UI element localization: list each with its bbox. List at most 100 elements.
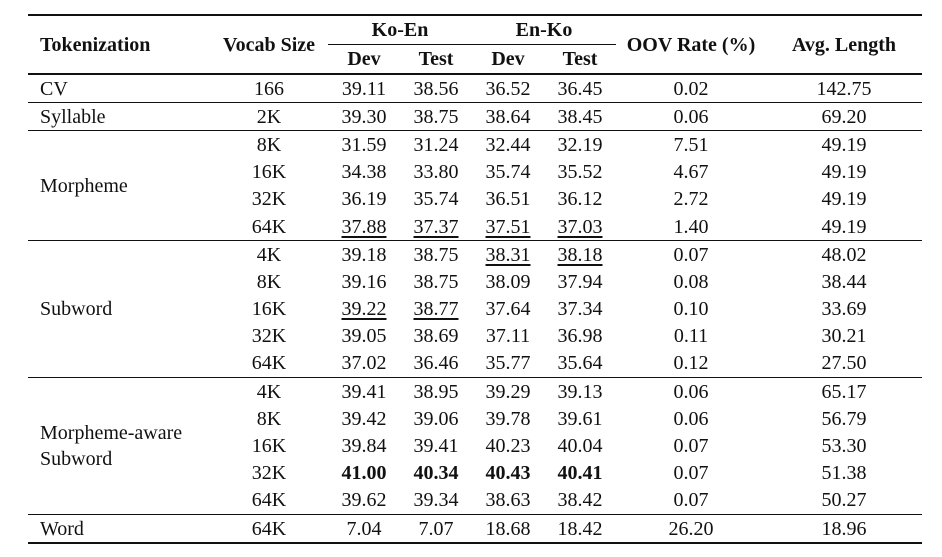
vocab-size-cell: 4K	[210, 241, 328, 269]
header-ko-en-dev: Dev	[347, 48, 381, 70]
cell-value: 38.75	[413, 243, 459, 266]
ko-en-test-cell: 37.37	[400, 213, 472, 241]
cell-value: 0.11	[673, 325, 709, 348]
ko-en-dev-cell: 39.11	[328, 74, 400, 103]
en-ko-test-cell: 40.04	[544, 432, 616, 459]
oov-rate-cell: 2.72	[616, 186, 766, 213]
en-ko-dev-cell: 38.64	[472, 103, 544, 131]
cell-value: 38.09	[485, 270, 531, 293]
table-row: 16K 34.38 33.80 35.74 35.52 4.67 49.19	[28, 159, 922, 186]
avg-length-cell: 18.96	[766, 515, 922, 544]
en-ko-dev-cell: 37.64	[472, 296, 544, 323]
cell-value: 38.95	[413, 380, 459, 403]
ko-en-test-cell: 39.06	[400, 405, 472, 432]
oov-rate-cell: 1.40	[616, 213, 766, 241]
avg-length-cell: 27.50	[766, 350, 922, 378]
cell-value: 18.42	[557, 517, 603, 540]
cell-value: 32.19	[557, 133, 603, 156]
header-en-ko-test: Test	[562, 48, 598, 70]
cell-value: 65.17	[821, 380, 867, 403]
cell-value: 38.44	[821, 270, 867, 293]
avg-length-cell: 49.19	[766, 213, 922, 241]
cell-value: 31.59	[341, 133, 387, 156]
cell-value: 35.52	[557, 161, 603, 184]
tokenization-label: Morpheme	[40, 174, 128, 197]
avg-length-cell: 49.19	[766, 186, 922, 213]
en-ko-test-cell: 37.03	[544, 213, 616, 241]
cell-value: 0.08	[673, 270, 709, 293]
oov-rate-cell: 0.07	[616, 241, 766, 269]
en-ko-test-cell: 35.64	[544, 350, 616, 378]
en-ko-dev-cell: 37.51	[472, 213, 544, 241]
cell-value: 39.05	[341, 325, 387, 348]
header-oov-rate: OOV Rate (%)	[626, 33, 756, 56]
cell-value: 51.38	[821, 462, 867, 485]
avg-length-cell: 38.44	[766, 268, 922, 295]
avg-length-cell: 49.19	[766, 159, 922, 186]
en-ko-dev-cell: 32.44	[472, 131, 544, 159]
cell-value: 0.12	[673, 352, 709, 375]
header-en-ko-dev: Dev	[491, 48, 525, 70]
ko-en-test-cell: 39.41	[400, 432, 472, 459]
cell-value: 38.77	[413, 298, 459, 321]
cell-value: 7.07	[418, 517, 454, 540]
en-ko-dev-cell: 38.09	[472, 268, 544, 295]
ko-en-dev-cell: 39.22	[328, 296, 400, 323]
en-ko-test-cell: 39.61	[544, 405, 616, 432]
en-ko-dev-cell: 38.63	[472, 487, 544, 515]
en-ko-test-cell: 36.12	[544, 186, 616, 213]
cell-value: 41.00	[341, 462, 387, 485]
cell-value: 37.88	[341, 215, 387, 238]
ko-en-dev-cell: 39.30	[328, 103, 400, 131]
cell-value: 35.74	[485, 161, 531, 184]
header-ko-en-test: Test	[418, 48, 454, 70]
cell-value: 49.19	[821, 133, 867, 156]
vocab-size-cell: 8K	[210, 268, 328, 295]
en-ko-dev-cell: 40.23	[472, 432, 544, 459]
table-header: Tokenization Vocab Size Ko-En En-Ko OOV …	[28, 15, 922, 74]
ko-en-test-cell: 35.74	[400, 186, 472, 213]
table-row: 16K 39.22 38.77 37.64 37.34 0.10 33.69	[28, 296, 922, 323]
table-row: 8K 39.42 39.06 39.78 39.61 0.06 56.79	[28, 405, 922, 432]
ko-en-dev-cell: 7.04	[328, 515, 400, 544]
avg-length-cell: 65.17	[766, 378, 922, 406]
ko-en-test-cell: 38.75	[400, 268, 472, 295]
table-row: Syllable 2K 39.30 38.75 38.64 38.45 0.06 69.20	[28, 102, 922, 131]
cell-value: 39.06	[413, 407, 459, 430]
tokenization-cell: Subword	[28, 241, 210, 378]
ko-en-dev-cell: 34.38	[328, 159, 400, 186]
en-ko-test-cell: 18.42	[544, 515, 616, 544]
tokenization-label: Word	[40, 517, 84, 540]
cell-value: 0.06	[673, 380, 709, 403]
cell-value: 50.27	[821, 489, 867, 512]
cell-value: 1.40	[673, 215, 709, 238]
table-row: 64K 37.88 37.37 37.51 37.03 1.40 49.19	[28, 213, 922, 241]
cell-value: 38.18	[557, 243, 603, 266]
cell-value: 36.46	[413, 352, 459, 375]
table-row: 32K 41.00 40.34 40.43 40.41 0.07 51.38	[28, 460, 922, 487]
cell-value: 0.06	[673, 407, 709, 430]
ko-en-test-cell: 33.80	[400, 159, 472, 186]
en-ko-dev-cell: 18.68	[472, 515, 544, 544]
table-row: 64K 39.62 39.34 38.63 38.42 0.07 50.27	[28, 487, 922, 515]
vocab-size-cell: 166	[210, 74, 328, 103]
avg-length-cell: 49.19	[766, 131, 922, 159]
en-ko-test-cell: 36.98	[544, 323, 616, 350]
cell-value: 38.31	[485, 243, 531, 266]
cell-value: 34.38	[341, 161, 387, 184]
table-body: CV 166 39.11 38.56 36.52 36.45 0.02 142.75 Sylla…	[28, 74, 922, 544]
header-avg-length: Avg. Length	[791, 33, 897, 56]
cell-value: 49.19	[821, 161, 867, 184]
en-ko-dev-cell: 39.29	[472, 378, 544, 406]
en-ko-test-cell: 40.41	[544, 460, 616, 487]
oov-rate-cell: 26.20	[616, 515, 766, 544]
vocab-size-cell: 16K	[210, 159, 328, 186]
cell-value: 39.16	[341, 270, 387, 293]
tokenization-label: Subword	[40, 448, 113, 471]
en-ko-dev-cell: 36.52	[472, 74, 544, 103]
cell-value: 36.12	[557, 188, 603, 211]
cell-value: 38.75	[413, 270, 459, 293]
table-row: CV 166 39.11 38.56 36.52 36.45 0.02 142.75	[28, 74, 922, 103]
avg-length-cell: 30.21	[766, 323, 922, 350]
avg-length-cell: 48.02	[766, 241, 922, 269]
